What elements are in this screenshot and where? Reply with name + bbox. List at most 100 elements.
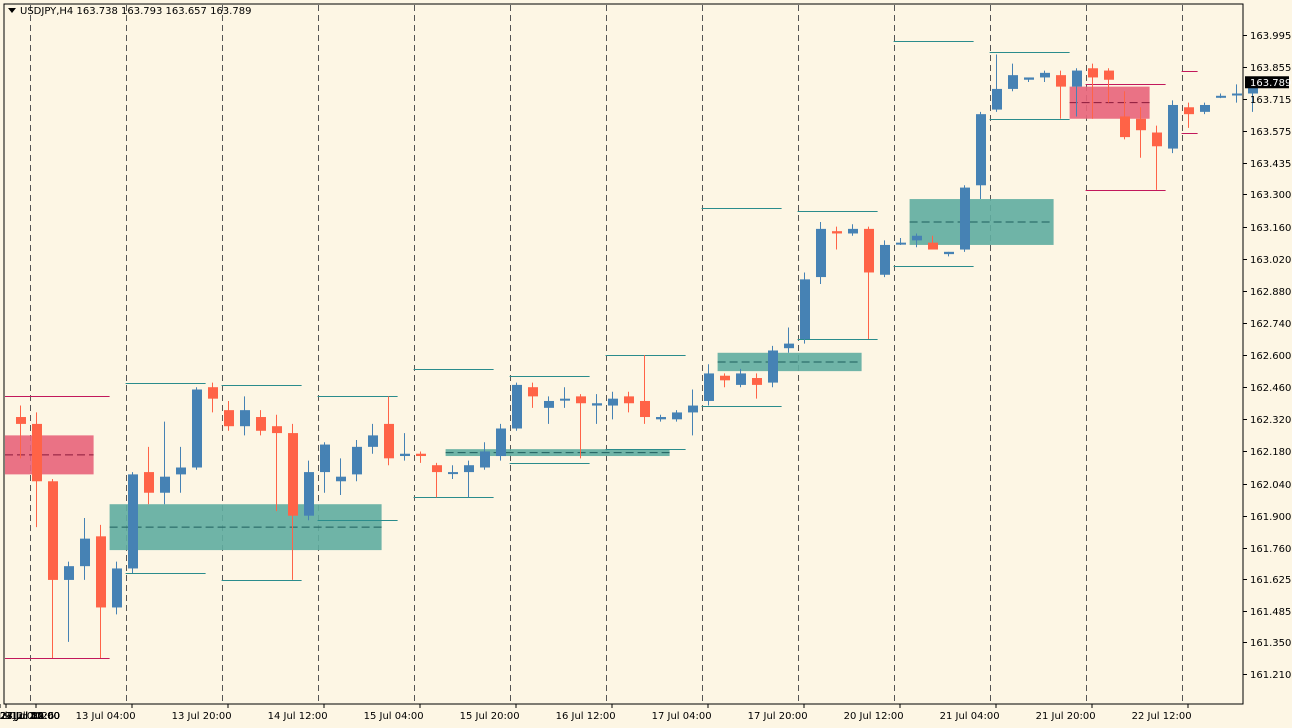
candle-body[interactable] xyxy=(16,417,26,424)
candle-body[interactable] xyxy=(672,412,682,420)
x-tick-label: 20 Jul 12:00 xyxy=(844,711,904,722)
candle-body[interactable] xyxy=(1024,77,1034,80)
candle-body[interactable] xyxy=(352,446,362,475)
candle-body[interactable] xyxy=(48,481,58,580)
candle-body[interactable] xyxy=(944,251,954,255)
candle-body[interactable] xyxy=(640,400,650,418)
candle-body[interactable] xyxy=(528,387,538,397)
x-tick-label: 22 Jul 12:00 xyxy=(1132,711,1192,722)
candle-body[interactable] xyxy=(80,538,90,567)
candle-body[interactable] xyxy=(336,476,346,482)
candle-body[interactable] xyxy=(816,228,826,278)
candle-body[interactable] xyxy=(384,423,394,459)
candle-body[interactable] xyxy=(512,384,522,429)
candle-body[interactable] xyxy=(752,378,762,385)
candle-body[interactable] xyxy=(704,373,714,401)
candle-body[interactable] xyxy=(656,417,666,420)
candle-body[interactable] xyxy=(1184,107,1194,115)
candle-body[interactable] xyxy=(240,410,250,427)
candle-body[interactable] xyxy=(160,476,170,493)
x-tick-label: 10 Jul 12:00 xyxy=(0,711,40,722)
y-tick-label: 163.020 xyxy=(1250,255,1291,266)
candle-body[interactable] xyxy=(304,472,314,516)
candle-body[interactable] xyxy=(32,423,42,482)
candle-body[interactable] xyxy=(912,235,922,241)
candle-body[interactable] xyxy=(1072,70,1082,87)
candle-body[interactable] xyxy=(432,465,442,473)
candle-body[interactable] xyxy=(624,396,634,404)
candle-body[interactable] xyxy=(960,187,970,250)
plot-area[interactable] xyxy=(3,3,1244,705)
candle-body[interactable] xyxy=(144,472,154,493)
y-tick-label: 162.600 xyxy=(1250,351,1291,362)
candle-body[interactable] xyxy=(272,426,282,434)
y-tick-label: 163.575 xyxy=(1250,127,1291,138)
candle-body[interactable] xyxy=(736,373,746,385)
y-tick-label: 161.900 xyxy=(1250,512,1291,523)
candle-body[interactable] xyxy=(1104,70,1114,80)
candle-body[interactable] xyxy=(1136,118,1146,131)
candle-body[interactable] xyxy=(128,474,138,569)
candle-body[interactable] xyxy=(976,114,986,186)
candle-body[interactable] xyxy=(1040,72,1050,78)
candle-body[interactable] xyxy=(1056,75,1066,87)
candle-body[interactable] xyxy=(544,400,554,408)
candle-body[interactable] xyxy=(368,435,378,447)
y-tick-label: 161.625 xyxy=(1250,575,1291,586)
current-price-tag xyxy=(1245,76,1289,89)
y-tick-label: 162.180 xyxy=(1250,447,1291,458)
candle-body[interactable] xyxy=(208,387,218,399)
x-tick-label: 27 Jul 04:00 xyxy=(0,711,60,722)
candle-body[interactable] xyxy=(864,228,874,273)
candle-body[interactable] xyxy=(928,242,938,250)
candle-body[interactable] xyxy=(256,417,266,431)
candle-body[interactable] xyxy=(560,398,570,401)
x-tick-label: 13 Jul 20:00 xyxy=(172,711,232,722)
y-tick-label: 162.740 xyxy=(1250,319,1291,330)
candle-body[interactable] xyxy=(800,279,810,340)
y-tick-label: 161.485 xyxy=(1250,607,1291,618)
candle-body[interactable] xyxy=(224,410,234,427)
y-tick-label: 163.300 xyxy=(1250,190,1291,201)
candle-body[interactable] xyxy=(688,405,698,413)
candle-body[interactable] xyxy=(992,88,1002,110)
candle-body[interactable] xyxy=(592,403,602,406)
candle-body[interactable] xyxy=(608,398,618,406)
candle-body[interactable] xyxy=(416,453,426,457)
candle-body[interactable] xyxy=(112,568,122,608)
candle-body[interactable] xyxy=(320,444,330,473)
candle-body[interactable] xyxy=(784,343,794,349)
candle-body[interactable] xyxy=(1200,104,1210,112)
candle-body[interactable] xyxy=(896,242,906,245)
candle-body[interactable] xyxy=(1008,75,1018,89)
candle-body[interactable] xyxy=(480,451,490,468)
candle-body[interactable] xyxy=(832,231,842,234)
candle-body[interactable] xyxy=(400,453,410,457)
candle-body[interactable] xyxy=(176,467,186,475)
candle-body[interactable] xyxy=(880,244,890,275)
y-tick-label: 162.880 xyxy=(1250,287,1291,298)
candle-body[interactable] xyxy=(768,350,778,383)
candle-body[interactable] xyxy=(192,389,202,468)
candle-body[interactable] xyxy=(464,465,474,473)
candle-body[interactable] xyxy=(848,228,858,234)
y-tick-label: 161.760 xyxy=(1250,544,1291,555)
candle-body[interactable] xyxy=(64,566,74,580)
candle-body[interactable] xyxy=(1216,95,1226,98)
candle-body[interactable] xyxy=(576,396,586,404)
candle-body[interactable] xyxy=(720,375,730,381)
candle-body[interactable] xyxy=(448,472,458,475)
candle-body[interactable] xyxy=(1120,116,1130,138)
x-tick-label: 24 Jul 12:00 xyxy=(0,711,60,722)
candle-body[interactable] xyxy=(288,433,298,516)
dropdown-arrow-icon[interactable] xyxy=(8,8,16,13)
x-tick-label: 17 Jul 04:00 xyxy=(652,711,712,722)
y-tick-label: 163.855 xyxy=(1250,63,1291,74)
candle-body[interactable] xyxy=(96,536,106,608)
candle-body[interactable] xyxy=(1088,68,1098,78)
candle-body[interactable] xyxy=(1152,132,1162,147)
candle-body[interactable] xyxy=(1168,104,1178,149)
candle-body[interactable] xyxy=(496,428,506,457)
candle-body[interactable] xyxy=(1232,93,1242,96)
